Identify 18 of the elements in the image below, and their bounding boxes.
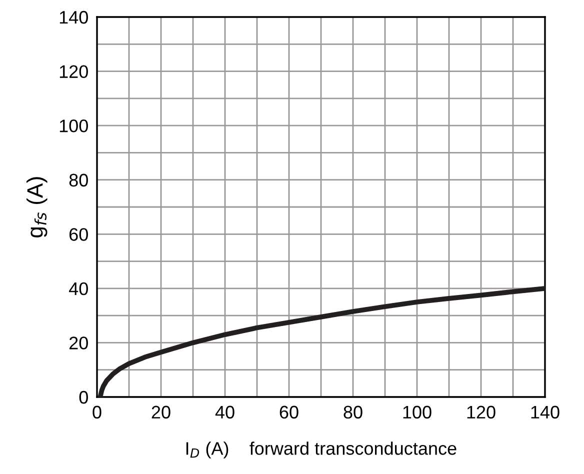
x-tick-label: 0 xyxy=(92,406,102,419)
x-tick-label: 120 xyxy=(467,406,496,419)
x-tick-label: 80 xyxy=(344,406,362,419)
y-tick-label: 80 xyxy=(69,174,88,187)
y-axis-title: g$_{fs}$ (A) xyxy=(26,177,48,238)
x-axis-title: I$_{D}$ (A) forward transconductance xyxy=(186,442,456,458)
y-tick-label: 40 xyxy=(69,282,88,296)
y-tick-label: 0 xyxy=(79,390,88,404)
y-tick-label: 20 xyxy=(69,336,88,350)
y-tick-label: 120 xyxy=(60,65,88,78)
x-tick-label: 140 xyxy=(531,406,560,419)
x-tick-label: 100 xyxy=(403,406,432,419)
x-tick-label: 40 xyxy=(215,406,234,419)
y-tick-label: 100 xyxy=(60,120,88,132)
y-tick-label: 140 xyxy=(60,10,88,24)
x-tick-label: 20 xyxy=(152,406,170,419)
y-tick-label: 60 xyxy=(70,228,88,241)
x-tick-label: 60 xyxy=(280,406,298,419)
